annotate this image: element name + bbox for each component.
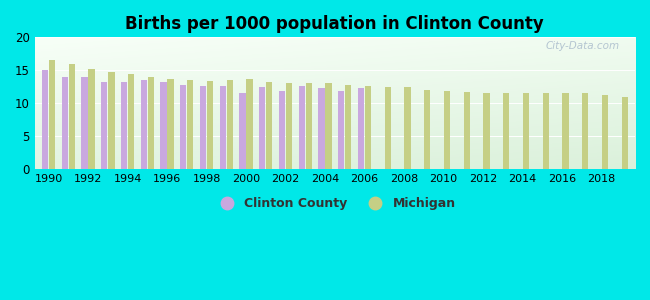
Bar xyxy=(365,86,371,169)
Bar xyxy=(463,92,470,169)
Bar xyxy=(239,93,246,169)
Bar xyxy=(338,91,344,169)
Bar xyxy=(562,93,569,169)
Bar xyxy=(220,86,226,169)
Bar xyxy=(503,93,510,169)
Bar xyxy=(69,64,75,169)
Bar xyxy=(88,69,95,169)
Bar xyxy=(42,70,48,169)
Bar xyxy=(385,87,391,169)
Bar xyxy=(484,93,489,169)
Bar xyxy=(121,82,127,169)
Bar xyxy=(128,74,135,169)
Bar xyxy=(279,91,285,169)
Bar xyxy=(200,86,206,169)
Bar xyxy=(523,93,529,169)
Bar xyxy=(286,83,292,169)
Bar xyxy=(49,60,55,169)
Bar xyxy=(81,77,88,169)
Bar xyxy=(259,87,265,169)
Bar xyxy=(180,85,187,169)
Bar xyxy=(207,81,213,169)
Bar xyxy=(246,80,253,169)
Bar xyxy=(582,93,588,169)
Bar xyxy=(266,82,272,169)
Bar xyxy=(161,82,166,169)
Legend: Clinton County, Michigan: Clinton County, Michigan xyxy=(209,192,461,215)
Bar xyxy=(326,83,332,169)
Bar xyxy=(358,88,364,169)
Bar xyxy=(140,80,147,169)
Bar xyxy=(404,87,411,169)
Bar xyxy=(227,80,233,169)
Bar xyxy=(306,83,312,169)
Bar xyxy=(148,77,154,169)
Bar xyxy=(345,85,352,169)
Bar xyxy=(543,93,549,169)
Bar xyxy=(444,91,450,169)
Bar xyxy=(298,86,305,169)
Bar xyxy=(318,88,324,169)
Bar xyxy=(621,97,628,169)
Bar xyxy=(602,94,608,169)
Bar xyxy=(168,80,174,169)
Text: City-Data.com: City-Data.com xyxy=(546,41,620,51)
Bar xyxy=(101,82,107,169)
Bar xyxy=(187,80,194,169)
Title: Births per 1000 population in Clinton County: Births per 1000 population in Clinton Co… xyxy=(125,15,544,33)
Bar xyxy=(424,90,430,169)
Bar xyxy=(108,71,114,169)
Bar xyxy=(62,77,68,169)
